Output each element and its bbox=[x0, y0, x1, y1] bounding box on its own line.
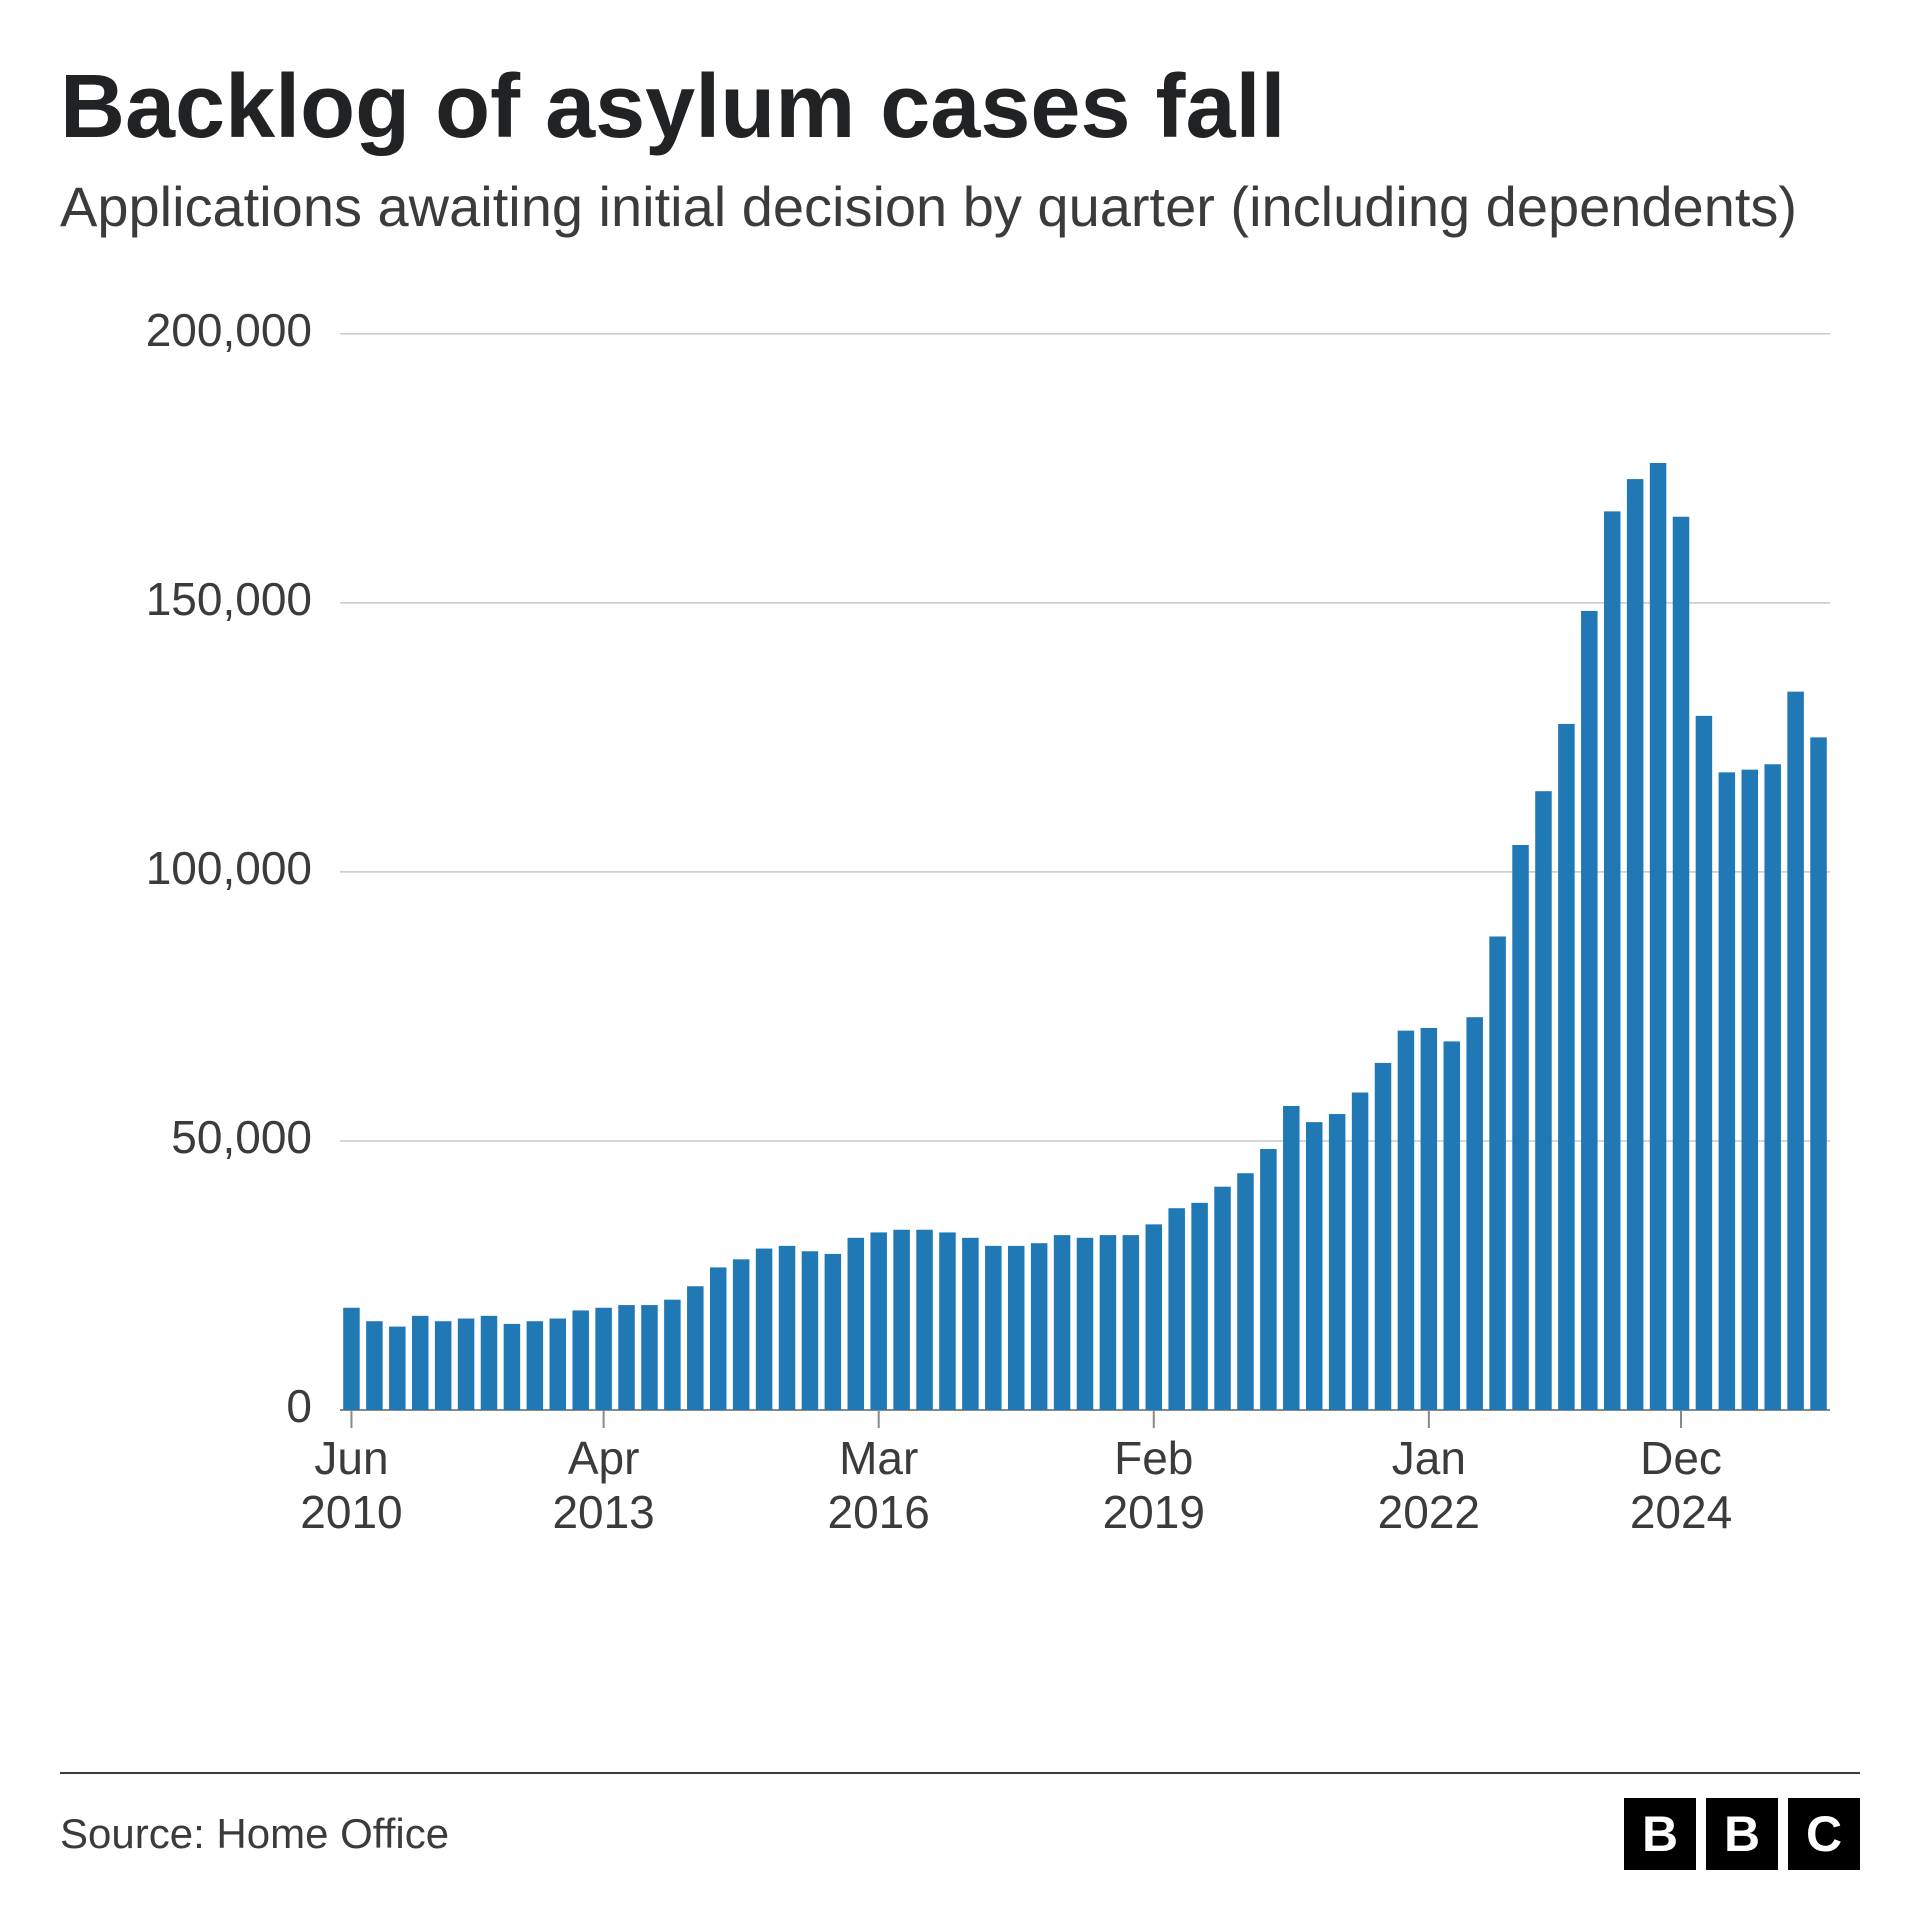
x-tick-label-line2: 2010 bbox=[300, 1486, 402, 1538]
bar bbox=[939, 1232, 956, 1410]
bar bbox=[1581, 611, 1598, 1410]
x-tick-label-line1: Mar bbox=[839, 1432, 918, 1484]
bar bbox=[1810, 737, 1827, 1410]
x-tick-label-line1: Jun bbox=[314, 1432, 388, 1484]
bar bbox=[1260, 1149, 1277, 1410]
bar bbox=[733, 1259, 750, 1410]
chart-area: 050,000100,000150,000200,000Jun2010Apr20… bbox=[60, 240, 1860, 1772]
y-tick-label: 200,000 bbox=[146, 304, 312, 356]
x-tick-label-line1: Feb bbox=[1114, 1432, 1193, 1484]
bbc-logo-box: B bbox=[1624, 1798, 1696, 1870]
bar bbox=[481, 1316, 498, 1410]
chart-footer: Source: Home Office B B C bbox=[60, 1772, 1860, 1920]
bar bbox=[366, 1321, 383, 1410]
chart-title: Backlog of asylum cases fall bbox=[60, 60, 1860, 155]
bar bbox=[550, 1318, 567, 1409]
bar bbox=[412, 1316, 429, 1410]
bar bbox=[1329, 1114, 1346, 1410]
x-tick-label-line2: 2016 bbox=[828, 1486, 930, 1538]
bar bbox=[1237, 1173, 1254, 1410]
bar bbox=[825, 1254, 842, 1410]
bar bbox=[1489, 936, 1506, 1410]
bar bbox=[1375, 1063, 1392, 1410]
bar bbox=[1008, 1246, 1025, 1410]
x-tick-label-line1: Apr bbox=[568, 1432, 640, 1484]
bar bbox=[1787, 691, 1804, 1409]
bar bbox=[1421, 1028, 1438, 1410]
bar bbox=[343, 1307, 360, 1409]
bar bbox=[1306, 1122, 1323, 1410]
bar bbox=[1123, 1235, 1140, 1410]
bar bbox=[848, 1237, 865, 1409]
bar bbox=[1742, 769, 1759, 1409]
bar bbox=[1764, 764, 1781, 1410]
bbc-logo-box: B bbox=[1706, 1798, 1778, 1870]
bar bbox=[1146, 1224, 1163, 1410]
x-tick-label-line2: 2024 bbox=[1630, 1486, 1732, 1538]
x-tick-label-line2: 2019 bbox=[1103, 1486, 1205, 1538]
bar bbox=[389, 1326, 406, 1409]
x-tick-label-line1: Jan bbox=[1392, 1432, 1466, 1484]
bar bbox=[1168, 1208, 1185, 1410]
bar-chart-svg: 050,000100,000150,000200,000Jun2010Apr20… bbox=[60, 240, 1860, 1570]
y-tick-label: 0 bbox=[286, 1380, 312, 1432]
bar bbox=[1031, 1243, 1048, 1410]
bar bbox=[1214, 1186, 1231, 1409]
bar bbox=[664, 1299, 681, 1409]
y-tick-label: 50,000 bbox=[171, 1111, 312, 1163]
bar bbox=[710, 1267, 727, 1410]
bar bbox=[1077, 1237, 1094, 1409]
bar bbox=[1191, 1203, 1208, 1410]
bar bbox=[572, 1310, 589, 1410]
bar bbox=[458, 1318, 475, 1409]
x-tick-label-line1: Dec bbox=[1640, 1432, 1722, 1484]
bar bbox=[687, 1286, 704, 1410]
chart-subtitle: Applications awaiting initial decision b… bbox=[60, 173, 1860, 240]
chart-frame: Backlog of asylum cases fall Application… bbox=[0, 0, 1920, 1920]
bar bbox=[756, 1248, 773, 1409]
bar bbox=[1719, 772, 1736, 1410]
bar bbox=[435, 1321, 452, 1410]
source-label: Source: Home Office bbox=[60, 1810, 449, 1858]
bar bbox=[1352, 1092, 1369, 1409]
bar bbox=[1466, 1017, 1483, 1410]
bar bbox=[962, 1237, 979, 1409]
y-tick-label: 100,000 bbox=[146, 842, 312, 894]
bbc-logo-box: C bbox=[1788, 1798, 1860, 1870]
bar bbox=[1054, 1235, 1071, 1410]
bar bbox=[1535, 791, 1552, 1410]
bar bbox=[1100, 1235, 1117, 1410]
y-tick-label: 150,000 bbox=[146, 573, 312, 625]
bar bbox=[527, 1321, 544, 1410]
bar bbox=[802, 1251, 819, 1410]
bar bbox=[1398, 1030, 1415, 1409]
bar bbox=[916, 1229, 933, 1409]
bar bbox=[1604, 511, 1621, 1410]
bar bbox=[1696, 716, 1713, 1410]
bar bbox=[779, 1246, 796, 1410]
bar bbox=[893, 1229, 910, 1409]
bar bbox=[1673, 516, 1690, 1409]
bar bbox=[618, 1305, 635, 1410]
bar bbox=[1627, 479, 1644, 1410]
bar bbox=[985, 1246, 1002, 1410]
bar bbox=[1512, 845, 1529, 1410]
bar bbox=[1283, 1106, 1300, 1410]
bar bbox=[1558, 724, 1575, 1410]
bar bbox=[641, 1305, 658, 1410]
bar bbox=[595, 1307, 612, 1409]
x-tick-label-line2: 2013 bbox=[552, 1486, 654, 1538]
bar bbox=[1650, 463, 1667, 1410]
x-tick-label-line2: 2022 bbox=[1378, 1486, 1480, 1538]
bar bbox=[1444, 1041, 1461, 1410]
bar bbox=[870, 1232, 887, 1410]
bar bbox=[504, 1324, 521, 1410]
bbc-logo: B B C bbox=[1624, 1798, 1860, 1870]
